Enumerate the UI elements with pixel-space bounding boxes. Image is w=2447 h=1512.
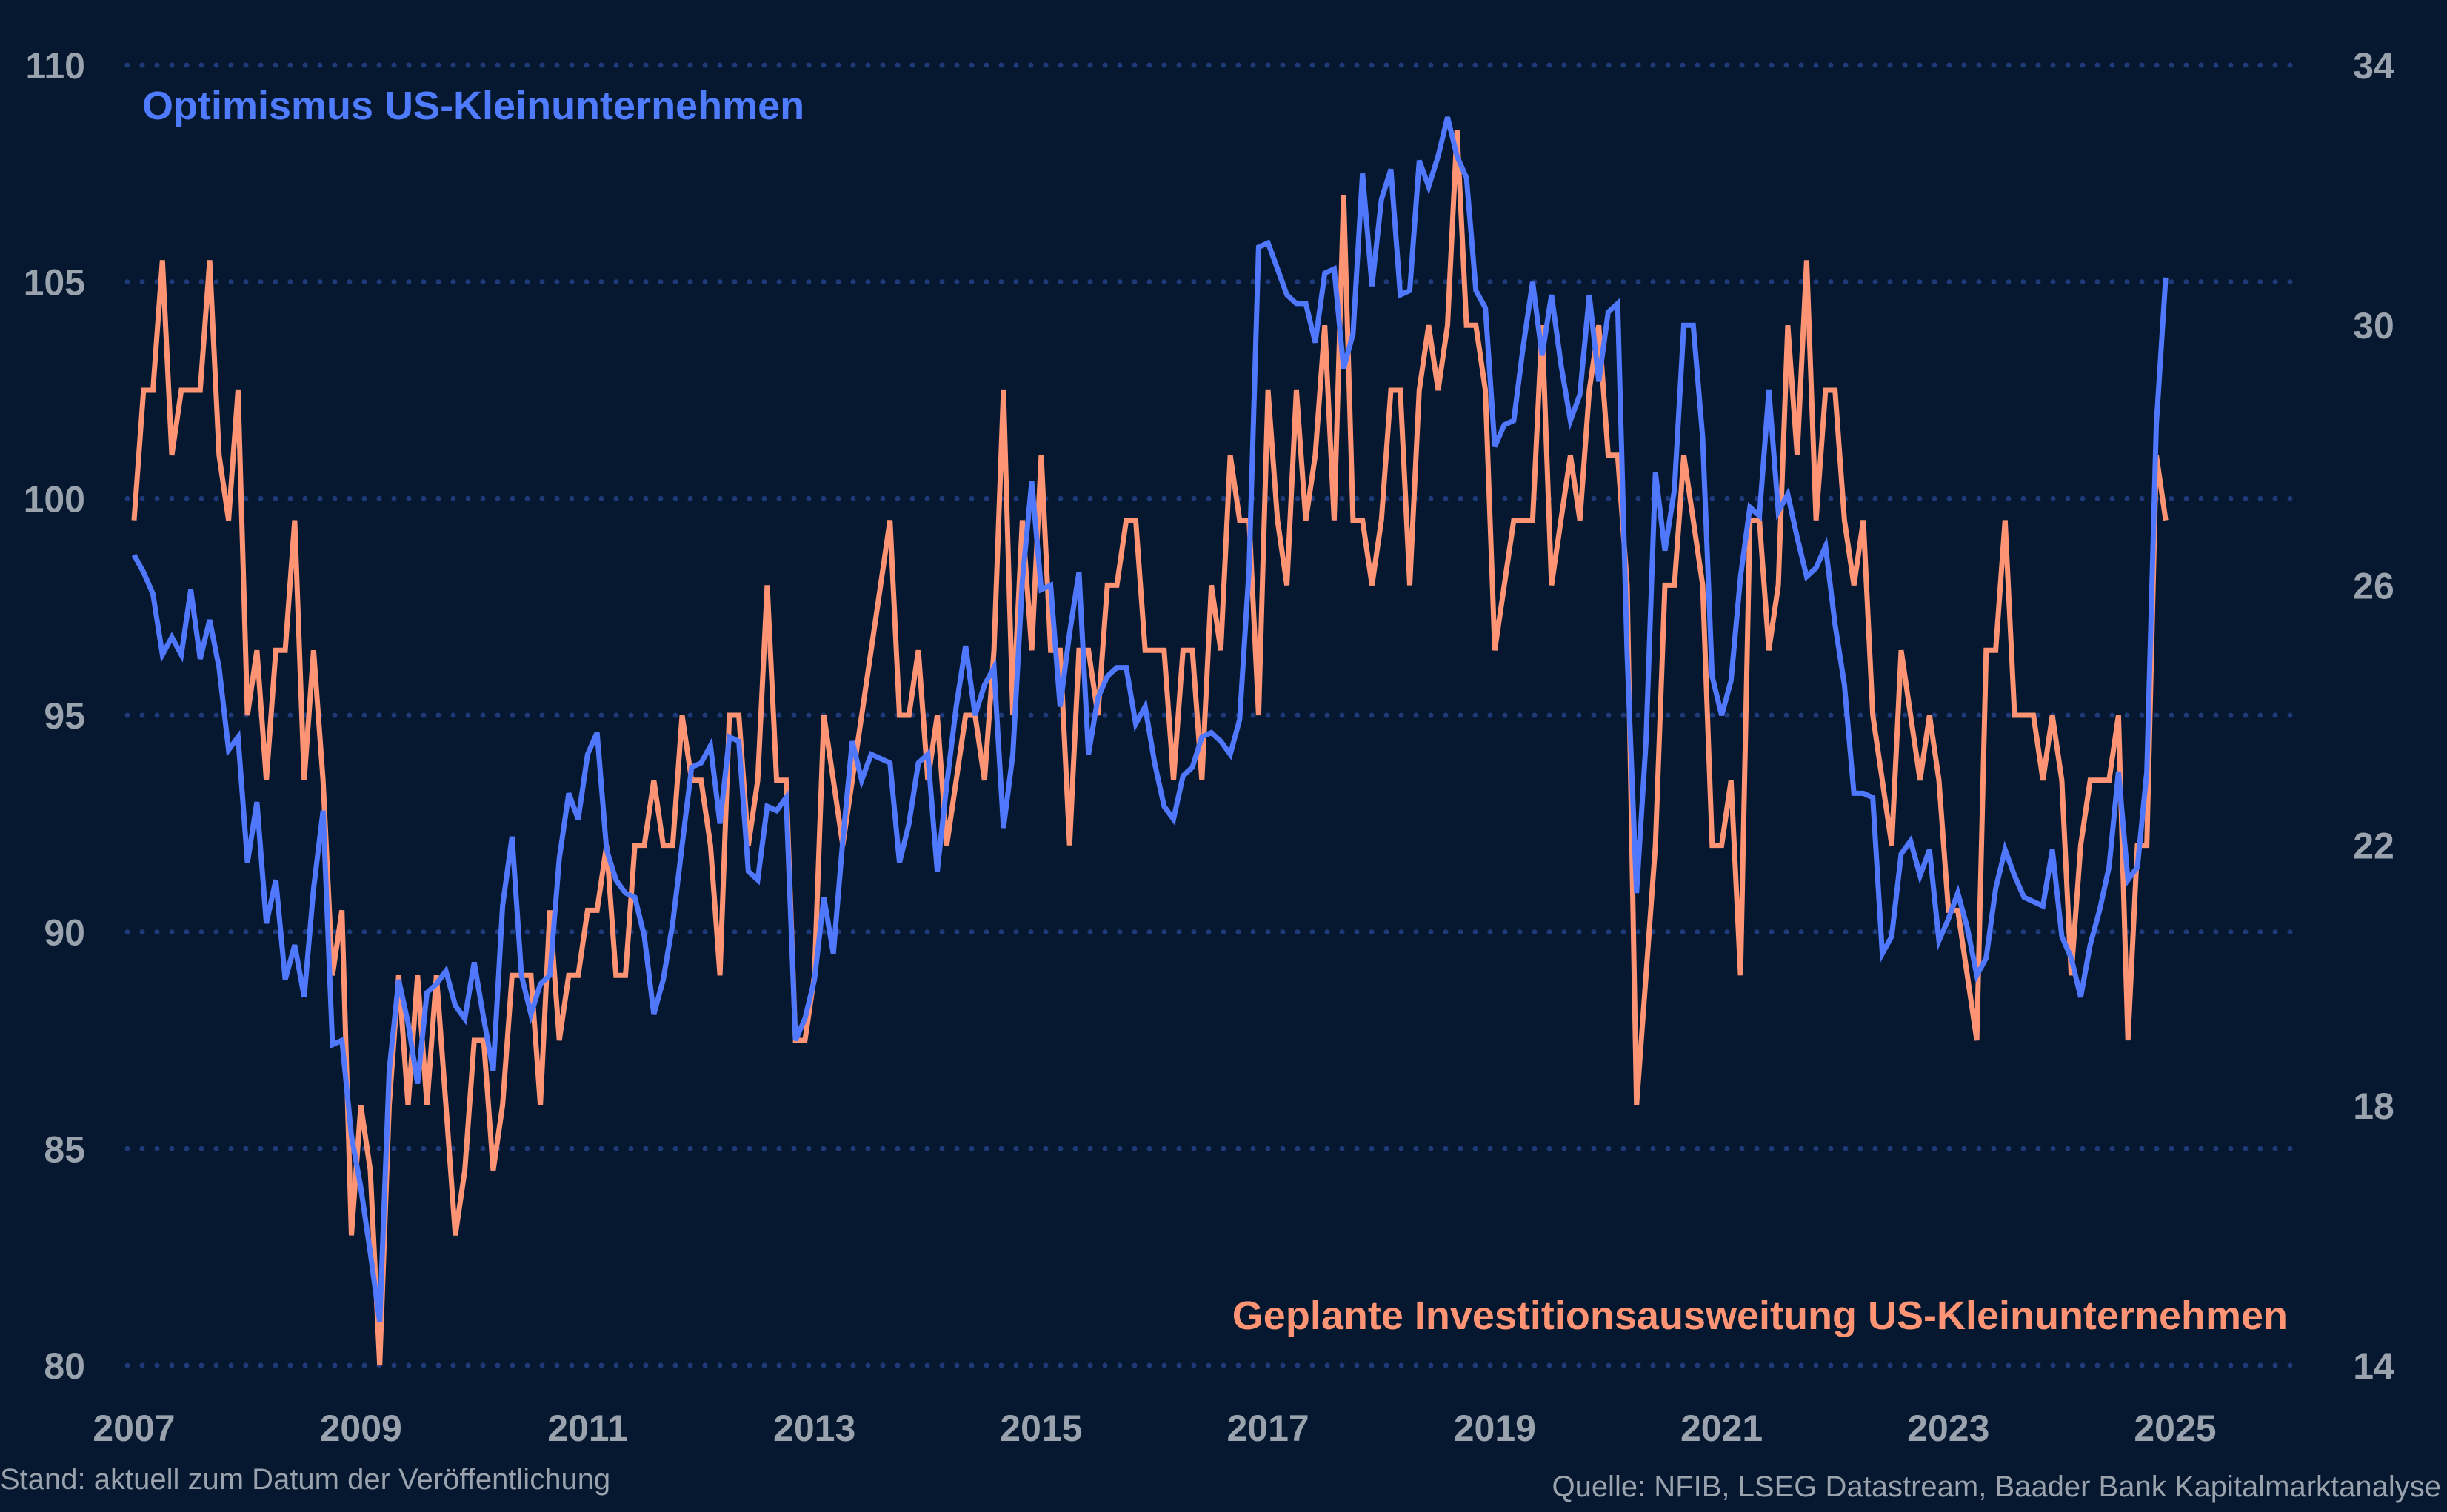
left-tick-label: 100 [24, 478, 85, 520]
left-tick-label: 110 [25, 45, 85, 87]
series-label-optimism: Optimismus US-Kleinunternehmen [142, 84, 805, 128]
x-axis-ticks: 2007 2009 2011 2013 2015 2017 2019 2021 2023 2025 [93, 1408, 2216, 1449]
gridlines [124, 62, 2305, 1368]
x-tick-label: 2017 [1226, 1408, 1309, 1449]
footer-source: Quelle: NFIB, LSEG Datastream, Baader Ba… [1552, 1471, 2441, 1503]
x-tick-label: 2011 [547, 1408, 627, 1449]
optimism-series-line [131, 116, 2169, 1322]
right-tick-label: 26 [2353, 565, 2394, 606]
series-label-capex-plans: Geplante Investitionsausweitung US-Klein… [1232, 1294, 2288, 1338]
left-tick-label: 90 [44, 912, 85, 954]
x-tick-label: 2023 [1907, 1408, 1989, 1449]
x-tick-label: 2007 [93, 1408, 175, 1449]
series-lines [131, 116, 2169, 1366]
right-axis-ticks: 14 18 22 26 30 34 [2353, 45, 2394, 1387]
right-tick-label: 14 [2353, 1345, 2394, 1387]
x-tick-label: 2013 [773, 1408, 855, 1449]
x-tick-label: 2009 [320, 1408, 402, 1449]
x-tick-label: 2019 [1454, 1408, 1536, 1449]
left-tick-label: 105 [24, 262, 85, 304]
x-tick-label: 2021 [1680, 1408, 1763, 1449]
capex-plans-series-line [131, 130, 2169, 1366]
left-tick-label: 95 [44, 695, 85, 737]
footer-status: Stand: aktuell zum Datum der Veröffentli… [0, 1463, 611, 1496]
left-axis-ticks: 80 85 90 95 100 105 110 [24, 45, 85, 1387]
x-tick-label: 2025 [2134, 1408, 2216, 1449]
left-tick-label: 85 [44, 1128, 85, 1170]
right-tick-label: 22 [2353, 826, 2394, 867]
right-tick-label: 34 [2353, 45, 2394, 87]
left-tick-label: 80 [44, 1345, 85, 1387]
x-tick-label: 2015 [1000, 1408, 1082, 1449]
right-tick-label: 30 [2353, 305, 2394, 347]
right-tick-label: 18 [2353, 1086, 2394, 1127]
